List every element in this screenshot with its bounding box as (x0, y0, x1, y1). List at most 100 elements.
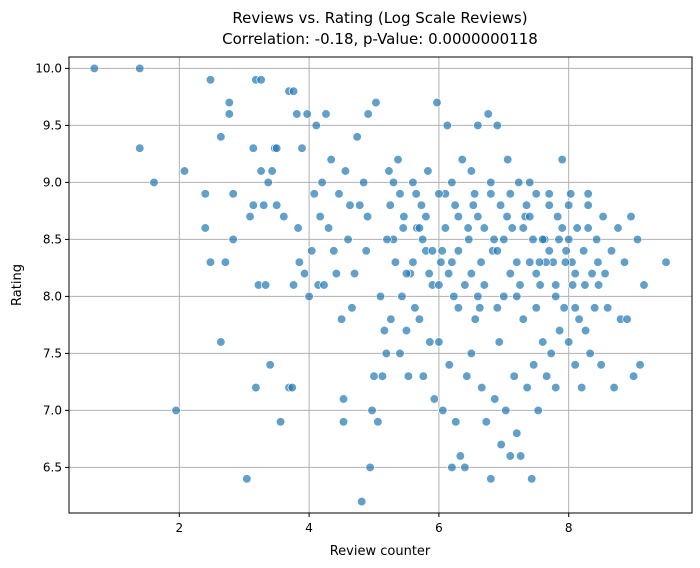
data-point (473, 291, 483, 302)
data-point (429, 394, 440, 404)
data-point (220, 257, 231, 267)
data-point (622, 314, 632, 324)
data-point (309, 189, 319, 199)
data-point (528, 234, 538, 245)
data-point (171, 405, 181, 416)
x-tick-label: 4 (305, 521, 313, 535)
data-point (432, 97, 442, 108)
data-point (319, 280, 329, 290)
data-point (509, 371, 519, 381)
data-point (302, 109, 312, 119)
data-point (593, 257, 603, 267)
data-point (598, 211, 608, 222)
data-point (399, 211, 409, 222)
y-axis-ticks: 6.5 7.0 7.5 8.0 8.5 9.0 9.5 10.0 (35, 61, 69, 474)
data-point (460, 462, 470, 473)
data-point (514, 177, 524, 188)
data-point (292, 109, 302, 119)
data-point (639, 280, 649, 290)
data-point (619, 257, 630, 267)
data-point (551, 291, 561, 302)
data-point (501, 405, 511, 416)
data-point (304, 291, 314, 302)
data-point (410, 303, 420, 313)
data-point (580, 325, 591, 336)
data-point (355, 200, 365, 210)
data-point (408, 177, 418, 188)
data-point (408, 257, 418, 267)
data-point (200, 189, 210, 199)
data-point (340, 166, 351, 176)
data-point (362, 211, 373, 222)
data-point (414, 314, 425, 324)
data-point (334, 189, 344, 199)
data-point (479, 223, 489, 233)
data-point (438, 405, 448, 416)
data-point (393, 154, 403, 165)
data-point (492, 246, 502, 256)
data-point (345, 200, 355, 210)
data-point (256, 166, 266, 176)
data-point (470, 314, 480, 324)
data-point (462, 371, 472, 381)
data-point (574, 314, 584, 324)
data-point (397, 291, 407, 302)
data-point (89, 63, 99, 74)
data-point (492, 303, 502, 313)
data-point (502, 211, 512, 222)
data-point (626, 211, 636, 222)
data-point (293, 223, 303, 233)
y-tick-label: 6.5 (43, 460, 62, 474)
data-point (538, 234, 548, 245)
data-point (551, 280, 561, 290)
data-point (463, 223, 473, 233)
data-point (505, 451, 515, 461)
data-point (544, 189, 554, 199)
data-point (323, 223, 334, 233)
data-point (529, 360, 539, 370)
data-point (473, 211, 483, 222)
data-point (489, 234, 499, 245)
data-point (423, 166, 433, 176)
data-point (385, 200, 395, 210)
data-point (496, 439, 506, 450)
data-point (570, 303, 580, 313)
data-point (577, 382, 587, 393)
data-point (361, 246, 371, 256)
data-point (477, 382, 487, 393)
data-point (468, 200, 478, 210)
data-point (371, 97, 381, 108)
data-point (248, 143, 258, 153)
data-point (570, 268, 580, 279)
data-point (565, 189, 576, 199)
data-point (434, 280, 444, 290)
data-point (554, 325, 565, 336)
data-point (379, 325, 390, 336)
data-point (347, 303, 357, 313)
data-point (442, 120, 452, 131)
data-point (593, 280, 604, 290)
data-point (522, 382, 532, 393)
data-point (635, 360, 645, 370)
data-point (388, 177, 399, 188)
data-point (455, 451, 465, 461)
data-point (373, 417, 383, 427)
data-point (447, 462, 457, 473)
data-point (395, 348, 405, 359)
data-point (447, 257, 457, 267)
data-point (583, 200, 593, 210)
data-point (367, 405, 377, 416)
data-point (495, 200, 506, 210)
y-tick-label: 10.0 (35, 61, 62, 75)
data-point (560, 257, 571, 267)
data-point (338, 394, 349, 404)
data-point (401, 325, 412, 336)
data-point (200, 223, 210, 233)
data-point (466, 268, 477, 279)
data-point (321, 109, 331, 119)
data-point (457, 154, 467, 165)
data-point (527, 474, 537, 484)
data-point (600, 268, 610, 279)
data-point (329, 246, 339, 256)
